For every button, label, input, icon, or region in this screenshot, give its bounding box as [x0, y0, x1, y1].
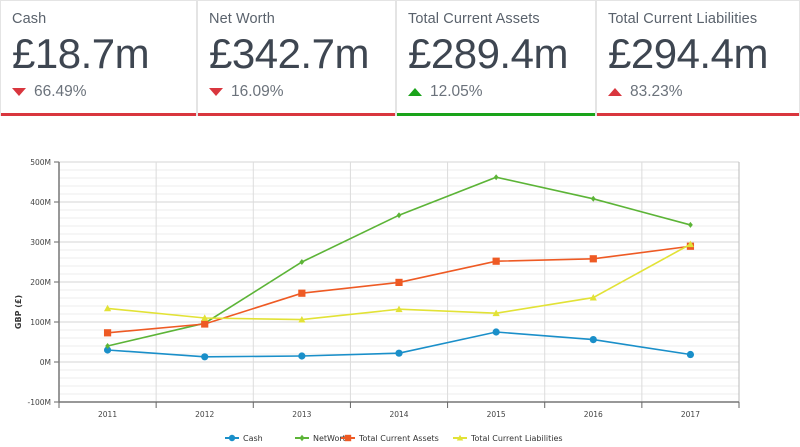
y-axis-title: GBP (£) [14, 295, 23, 329]
legend-item[interactable]: NetWorth [295, 434, 351, 443]
kpi-value: £342.7m [209, 30, 369, 77]
legend-label: Total Current Assets [358, 434, 439, 443]
data-point-marker [492, 257, 500, 265]
series-cash [103, 328, 695, 361]
data-point-marker [228, 434, 236, 442]
legend: Cash NetWorth Total Current Assets Total Cu… [225, 434, 563, 443]
axes [54, 161, 740, 408]
data-point-marker [589, 294, 597, 301]
x-tick-label: 2015 [487, 410, 506, 419]
data-point-marker [686, 350, 695, 359]
kpi-label: Total Current Liabilities [608, 11, 758, 27]
x-tick-label: 2011 [98, 410, 117, 419]
data-point-marker [298, 352, 306, 360]
y-tick-label: -100M [28, 398, 52, 407]
legend-label: NetWorth [313, 434, 351, 443]
kpi-status-bar [1, 113, 196, 116]
x-tick-label: 2017 [681, 410, 700, 419]
kpi-card-total-current-liabilities[interactable]: Total Current Liabilities £294.4m 83.23% [596, 0, 800, 116]
legend-label: Cash [243, 434, 263, 443]
x-tick-label: 2013 [292, 410, 311, 419]
kpi-status-bar [198, 113, 395, 116]
kpi-change: 12.05% [408, 83, 595, 101]
kpi-change: 83.23% [608, 83, 799, 101]
kpi-status-bar [397, 113, 595, 116]
kpi-label: Cash [12, 11, 47, 27]
y-tick-label: 100M [30, 318, 51, 327]
data-point-marker [589, 336, 597, 344]
data-point-marker [686, 240, 695, 248]
legend-item[interactable]: Total Current Assets [341, 434, 439, 443]
kpi-card-total-current-assets[interactable]: Total Current Assets £289.4m 12.05% [396, 0, 596, 116]
y-tick-label: 200M [30, 278, 51, 287]
legend-label: Total Current Liabilities [470, 434, 563, 443]
kpi-card-net-worth[interactable]: Net Worth £342.7m 16.09% [197, 0, 396, 116]
series-total-current-liabilities [103, 240, 695, 323]
data-point-marker [395, 278, 403, 286]
decrease-arrow-icon [12, 88, 26, 96]
y-tick-label: 0M [40, 358, 51, 367]
y-tick-label: 500M [30, 158, 51, 167]
data-point-marker [201, 314, 209, 321]
legend-item[interactable]: Total Current Liabilities [453, 434, 563, 443]
data-point-marker [395, 305, 403, 313]
series-networth [105, 174, 693, 349]
data-point-marker [201, 353, 209, 361]
data-point-marker [299, 434, 305, 442]
data-point-marker [589, 255, 597, 263]
data-point-marker [688, 221, 693, 228]
legend-item[interactable]: Cash [225, 434, 263, 443]
x-tick-label: 2014 [389, 410, 408, 419]
y-tick-label: 300M [30, 238, 51, 247]
kpi-status-bar [597, 113, 799, 116]
data-point-marker [103, 304, 112, 312]
data-point-marker [590, 195, 596, 202]
data-point-marker [298, 316, 306, 323]
kpi-label: Net Worth [209, 11, 275, 27]
kpi-change-value: 83.23% [630, 83, 683, 100]
series-group [103, 174, 695, 361]
data-point-marker [396, 212, 402, 219]
data-point-marker [298, 289, 306, 297]
data-point-marker [201, 320, 209, 328]
data-point-marker [492, 309, 500, 317]
increase-arrow-icon [408, 88, 422, 96]
kpi-change-value: 12.05% [430, 83, 483, 100]
kpi-change-value: 66.49% [34, 83, 87, 100]
tick-labels: -100M 0M 100M 200M 300M 400M 500M 2011 2012 2013 2… [28, 158, 701, 419]
kpi-value: £18.7m [12, 30, 150, 77]
data-point-marker [105, 343, 110, 349]
data-point-marker [395, 349, 403, 357]
data-point-marker [492, 328, 500, 336]
data-point-marker [103, 329, 112, 337]
kpi-change: 66.49% [12, 83, 196, 101]
minor-gridlines [59, 169, 739, 395]
kpi-value: £294.4m [608, 30, 768, 77]
kpi-label: Total Current Assets [408, 11, 540, 27]
line-chart: -100M 0M 100M 200M 300M 400M 500M 2011 2012 2013 2… [14, 158, 740, 443]
data-point-marker [103, 346, 112, 354]
data-point-marker [493, 174, 499, 181]
kpi-change-value: 16.09% [231, 83, 284, 100]
increase-arrow-icon [608, 88, 622, 96]
data-point-marker [299, 259, 305, 265]
kpi-card-cash[interactable]: Cash £18.7m 66.49% [0, 0, 197, 116]
kpi-row: Cash £18.7m 66.49% Net Worth £342.7m 16.… [0, 0, 800, 116]
x-tick-label: 2016 [584, 410, 603, 419]
data-point-marker [344, 434, 352, 442]
series-line [107, 176, 691, 347]
y-tick-label: 400M [30, 198, 51, 207]
decrease-arrow-icon [209, 88, 223, 96]
x-tick-label: 2012 [195, 410, 214, 419]
data-point-marker [456, 434, 464, 441]
kpi-change: 16.09% [209, 83, 395, 101]
kpi-value: £289.4m [408, 30, 568, 77]
